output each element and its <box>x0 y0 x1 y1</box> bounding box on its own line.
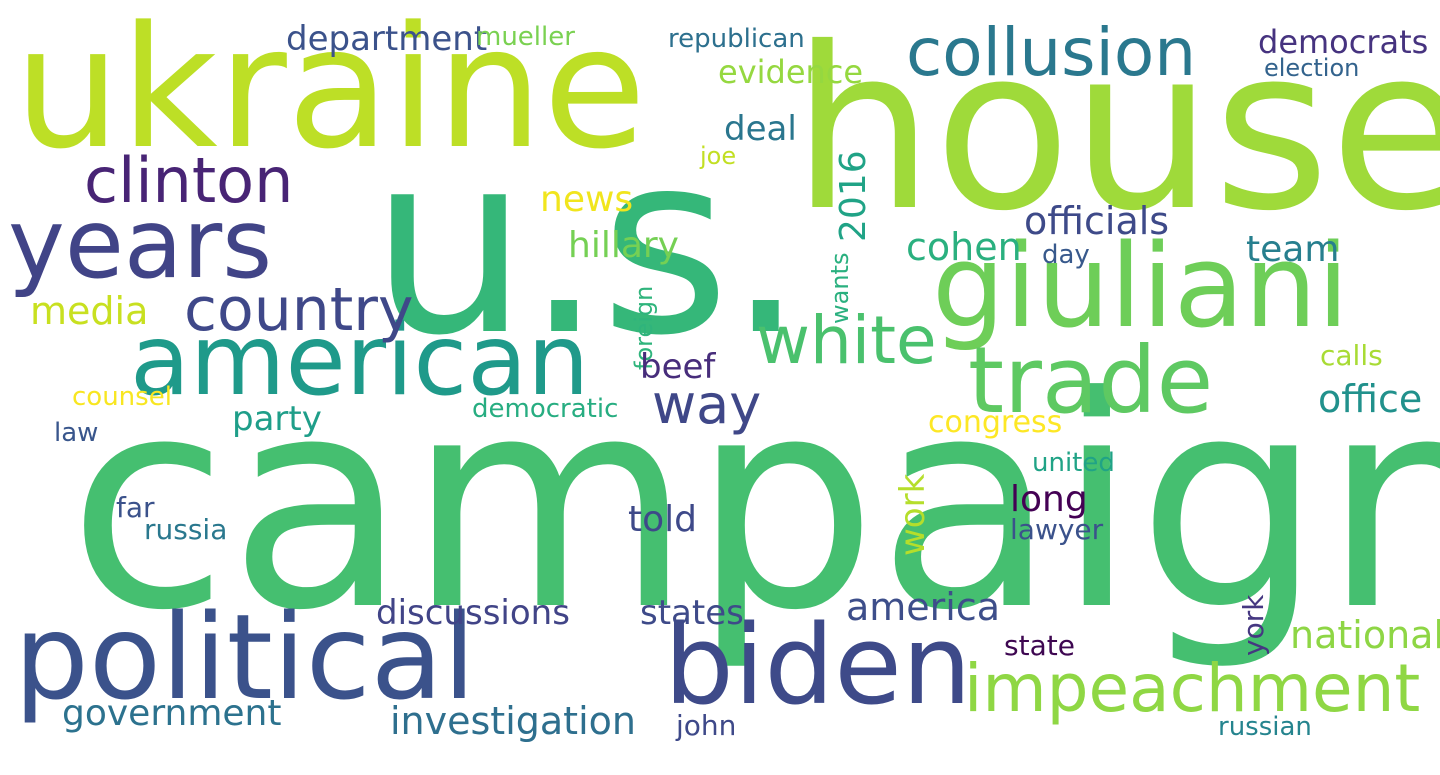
word-clinton: clinton <box>84 144 294 217</box>
word-news: joe <box>700 142 737 170</box>
word-joe: deal <box>724 109 797 149</box>
word-government: america <box>846 585 1001 629</box>
word-2016: cohen <box>906 225 1022 269</box>
word-day: 2016 <box>833 150 874 242</box>
word-team: day <box>1042 240 1090 270</box>
word-years: years <box>8 188 273 300</box>
word-long: united <box>1032 448 1115 478</box>
word-counsel: congress <box>928 405 1063 440</box>
word-congress: democratic <box>472 394 619 424</box>
word-department: election <box>1264 54 1360 82</box>
word-russia: far <box>116 491 155 524</box>
word-republican: mueller <box>476 22 575 52</box>
word-democrats: officials <box>1024 199 1170 243</box>
word-us: u.s. <box>370 99 806 390</box>
word-political: political <box>14 588 476 726</box>
word-discussions: york <box>1237 594 1270 656</box>
word-far: told <box>628 499 697 540</box>
word-investigation: government <box>62 693 282 734</box>
word-evidence: republican <box>668 24 805 54</box>
word-campaign: campaign <box>68 334 1440 674</box>
word-america: way <box>652 373 762 436</box>
word-law: counsel <box>72 382 172 412</box>
word-calls: beef <box>640 347 716 387</box>
word-deal: evidence <box>718 53 864 91</box>
word-work: law <box>54 418 99 448</box>
word-giuliani: giuliani <box>932 220 1350 354</box>
word-trade: trade <box>968 327 1214 434</box>
word-united: work <box>893 473 933 556</box>
word-officials: investigation <box>390 699 636 743</box>
word-office: calls <box>1320 339 1383 372</box>
word-lawyer: russia <box>144 513 228 546</box>
word-white: country <box>184 275 414 345</box>
word-ukraine: ukraine <box>14 0 647 186</box>
word-mueller: department <box>286 19 488 59</box>
word-john: state <box>1004 629 1075 662</box>
word-way: white <box>756 302 937 379</box>
word-hillary: news <box>540 179 634 220</box>
word-american: american <box>130 304 590 418</box>
word-impeachment: impeachment <box>964 650 1421 727</box>
word-beef: wants <box>826 252 854 324</box>
word-media: team <box>1246 229 1340 270</box>
word-russian: john <box>676 709 737 742</box>
word-cohen: hillary <box>568 225 679 266</box>
word-told: long <box>1010 479 1088 520</box>
word-biden: biden <box>664 601 972 729</box>
word-democratic: party <box>232 399 322 439</box>
word-foreign: media <box>30 289 149 333</box>
word-election: democrats <box>1258 23 1429 61</box>
word-party: office <box>1318 377 1423 421</box>
word-states: discussions <box>376 593 570 633</box>
word-committee: russian <box>1218 712 1312 742</box>
word-york: lawyer <box>1010 513 1104 546</box>
word-collusion: collusion <box>906 14 1197 91</box>
word-national: states <box>640 593 744 633</box>
word-house: house <box>792 0 1440 260</box>
word-state: national <box>1290 613 1440 657</box>
